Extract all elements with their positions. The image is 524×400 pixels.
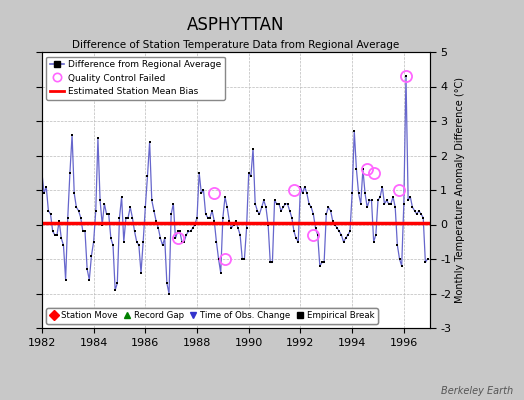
- Text: ASPHYTTAN: ASPHYTTAN: [187, 16, 285, 34]
- Legend: Station Move, Record Gap, Time of Obs. Change, Empirical Break: Station Move, Record Gap, Time of Obs. C…: [46, 308, 378, 324]
- Y-axis label: Monthly Temperature Anomaly Difference (°C): Monthly Temperature Anomaly Difference (…: [455, 77, 465, 303]
- Text: Berkeley Earth: Berkeley Earth: [441, 386, 514, 396]
- Text: Difference of Station Temperature Data from Regional Average: Difference of Station Temperature Data f…: [72, 40, 399, 50]
